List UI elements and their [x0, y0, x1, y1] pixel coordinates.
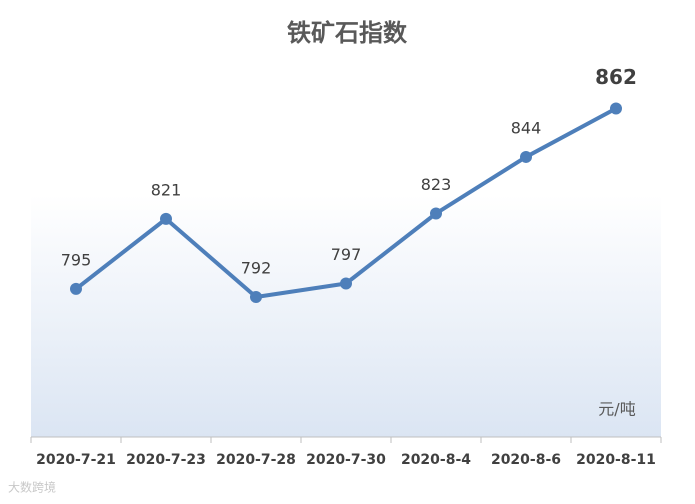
point	[340, 277, 352, 290]
data-label: 797	[331, 245, 362, 264]
x-tick-label: 2020-7-21	[36, 452, 116, 468]
watermark: 大数跨境	[8, 480, 56, 495]
data-label: 792	[241, 258, 272, 277]
x-tick-label: 2020-7-30	[306, 452, 386, 468]
x-tick-label: 2020-7-23	[126, 452, 206, 468]
x-tick-label: 2020-7-28	[216, 452, 296, 468]
point	[520, 150, 532, 163]
data-label: 823	[421, 175, 452, 194]
data-label: 862	[595, 65, 637, 89]
point	[430, 207, 442, 220]
chart-title: 铁矿石指数	[287, 19, 408, 47]
x-tick-label: 2020-8-4	[401, 452, 471, 468]
point	[250, 290, 262, 303]
x-tick-label: 2020-8-6	[491, 452, 561, 468]
point	[70, 282, 82, 295]
point	[160, 212, 172, 225]
point	[610, 102, 622, 115]
data-label: 795	[61, 250, 92, 269]
unit-label: 元/吨	[598, 400, 635, 419]
plot-background	[31, 195, 661, 437]
data-label: 821	[151, 180, 182, 199]
data-label: 844	[511, 118, 542, 137]
x-tick-label: 2020-8-11	[576, 452, 656, 468]
